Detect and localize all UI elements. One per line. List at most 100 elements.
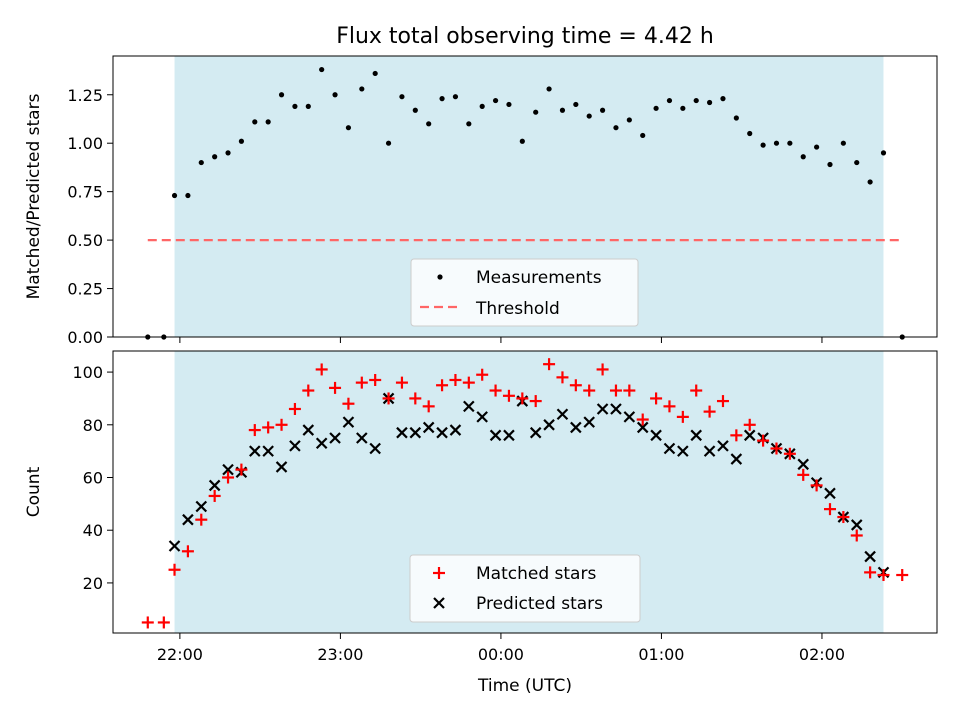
predicted-star-point <box>690 429 702 442</box>
bottom-x-axis-ticks: 22:00 23:00 00:00 01:00 02:00 <box>157 633 845 664</box>
matched-star-point <box>355 376 368 389</box>
matched-star-point <box>248 424 261 437</box>
bottom-plot-frame <box>112 350 938 634</box>
top-ytick-label: 1.25 <box>67 86 103 105</box>
top-legend-box <box>410 258 639 327</box>
matched-star-point <box>235 463 248 476</box>
measurement-point <box>706 99 713 106</box>
matched-star-point <box>502 389 515 402</box>
predicted-star-point <box>529 426 542 439</box>
predicted-star-point <box>650 429 662 442</box>
matched-star-point <box>896 569 909 582</box>
legend-threshold: Threshold <box>475 299 560 319</box>
predicted-star-point <box>610 403 622 415</box>
top-ytick-label: 0.75 <box>67 183 103 202</box>
legend-predicted-marker <box>433 597 445 609</box>
measurement-point <box>599 107 606 113</box>
matched-star-point <box>436 379 449 392</box>
measurement-point <box>171 192 178 199</box>
matched-star-point <box>329 381 342 394</box>
measurement-point <box>439 96 445 102</box>
predicted-star-point <box>743 429 756 442</box>
bottom-legend-box <box>409 554 641 623</box>
matched-star-point <box>409 392 422 405</box>
matched-star-point <box>810 479 823 492</box>
measurement-point <box>319 66 325 73</box>
predicted-star-point <box>636 421 649 434</box>
matched-star-point <box>157 616 170 629</box>
measurement-point <box>814 144 820 150</box>
predicted-star-point <box>703 445 716 457</box>
top-ytick-label: 0.25 <box>67 280 103 299</box>
matched-stars-points <box>141 358 909 629</box>
predicted-star-point <box>797 458 810 471</box>
predicted-star-point <box>182 513 194 526</box>
measurement-point <box>238 138 245 144</box>
matched-star-point <box>770 442 783 455</box>
measurement-point <box>854 159 860 166</box>
matched-star-point <box>716 395 729 408</box>
predicted-star-point <box>824 487 836 500</box>
bottom-xtick-label: 01:00 <box>638 645 684 664</box>
matched-star-point <box>609 384 622 397</box>
measurement-point <box>840 140 846 146</box>
matched-star-point <box>516 392 529 405</box>
measurement-point <box>426 121 432 127</box>
predicted-star-point <box>369 442 381 455</box>
predicted-star-point <box>476 411 488 423</box>
measurement-point <box>305 103 311 109</box>
predicted-star-point <box>329 432 341 444</box>
predicted-star-point <box>275 461 288 473</box>
predicted-star-point <box>342 416 355 428</box>
matched-star-point <box>222 471 235 484</box>
measurement-point <box>452 94 459 100</box>
matched-star-point <box>730 429 743 442</box>
matched-star-point <box>757 434 770 447</box>
matched-star-point <box>476 368 489 381</box>
bottom-y-axis-ticks: 20 40 60 80 100 <box>72 363 113 593</box>
matched-star-point <box>877 569 890 582</box>
bottom-xtick-label: 00:00 <box>478 645 524 664</box>
measurement-point <box>747 130 753 137</box>
matched-star-point <box>864 566 877 579</box>
predicted-star-point <box>289 440 301 452</box>
matched-star-point <box>302 384 315 397</box>
measurement-point <box>680 105 686 111</box>
measurement-point <box>586 113 592 119</box>
measurement-point <box>640 132 646 139</box>
matched-star-point <box>676 410 689 423</box>
predicted-star-point <box>356 432 368 444</box>
matched-star-point <box>743 418 756 431</box>
measurement-point <box>278 92 285 98</box>
matched-star-point <box>181 545 194 558</box>
predicted-star-point <box>677 445 689 457</box>
matched-star-point <box>489 384 502 397</box>
top-ytick-label: 0.50 <box>67 231 103 250</box>
matched-star-point <box>262 421 275 434</box>
top-ytick-label: 1.00 <box>67 134 103 153</box>
predicted-star-point <box>302 424 315 436</box>
matched-star-point <box>797 468 810 481</box>
matched-star-point <box>636 413 649 426</box>
measurement-point <box>733 115 739 121</box>
predicted-star-point <box>195 500 208 513</box>
predicted-star-point <box>262 445 274 457</box>
legend-measurement-marker <box>437 274 443 280</box>
matched-star-point <box>141 616 154 629</box>
top-y-axis-ticks: 0.00 0.25 0.50 0.75 1.00 1.25 <box>67 86 113 347</box>
measurement-point <box>185 192 191 199</box>
predicted-star-point <box>864 550 876 563</box>
matched-star-point <box>288 402 301 415</box>
predicted-star-point <box>396 426 408 439</box>
bottom-ytick-label: 20 <box>83 574 103 593</box>
measurement-point <box>626 117 632 123</box>
bottom-y-axis-label: Count <box>24 466 44 517</box>
measurement-point <box>559 107 566 113</box>
predicted-star-point <box>583 416 595 428</box>
measurement-point <box>506 101 512 108</box>
figure-title: Flux total observing time = 4.42 h <box>336 24 714 49</box>
predicted-star-point <box>208 479 221 492</box>
measurement-point <box>466 121 472 127</box>
predicted-star-point <box>850 519 863 531</box>
